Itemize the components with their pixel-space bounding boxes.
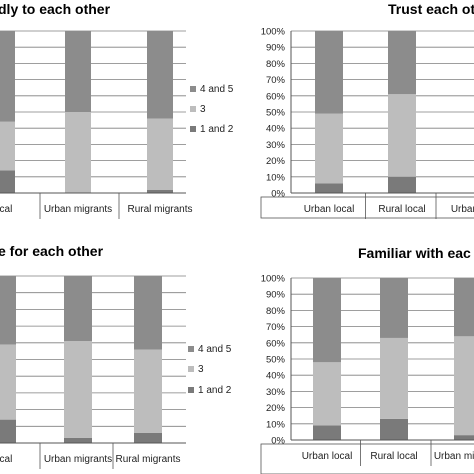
- y-tick-label: 100%: [261, 27, 286, 38]
- legend-label: 3: [198, 364, 204, 375]
- category-label: Urban migrants: [434, 451, 474, 462]
- chart-title: Familiar with eac: [358, 245, 471, 261]
- y-tick-label: 40%: [266, 371, 286, 382]
- category-label: Urban local: [302, 451, 353, 462]
- bar-segment: [454, 278, 474, 337]
- y-tick-label: 40%: [266, 124, 286, 135]
- bar-segment: [313, 278, 341, 363]
- category-label: Rural local: [370, 451, 417, 462]
- bar-segment: [315, 183, 343, 193]
- category-label: Urban migrants: [44, 454, 112, 465]
- bar-segment: [0, 419, 16, 443]
- bar-segment: [147, 118, 173, 190]
- y-tick-label: 90%: [266, 43, 286, 54]
- bar-segment: [454, 435, 474, 440]
- legend-label: 1 and 2: [198, 385, 232, 396]
- bar-segment: [380, 278, 408, 338]
- category-label: Rural migrants: [127, 204, 192, 215]
- bar-segment: [0, 121, 15, 171]
- legend-swatch: [190, 126, 196, 132]
- bar-segment: [388, 31, 416, 95]
- y-tick-label: 70%: [266, 322, 286, 333]
- y-tick-label: 50%: [266, 355, 286, 366]
- bar-segment: [380, 337, 408, 419]
- y-tick-label: 60%: [266, 338, 286, 349]
- bar-segment: [0, 344, 16, 420]
- category-label: Urban migrants: [44, 204, 112, 215]
- bar-segment: [134, 432, 162, 443]
- legend-swatch: [190, 106, 196, 112]
- bar-segment: [388, 94, 416, 177]
- y-tick-label: 70%: [266, 75, 286, 86]
- category-label: Urban m: [451, 204, 474, 215]
- chart-title: Trust each ot: [388, 1, 474, 17]
- bar-segment: [454, 336, 474, 436]
- y-tick-label: 0%: [271, 436, 285, 447]
- y-tick-label: 20%: [266, 156, 286, 167]
- bar-segment: [380, 418, 408, 440]
- y-tick-label: 20%: [266, 403, 286, 414]
- y-tick-label: 100%: [261, 274, 286, 285]
- category-label: local: [0, 454, 12, 465]
- bar-segment: [134, 349, 162, 433]
- legend-swatch: [188, 366, 194, 372]
- bar-segment: [147, 31, 173, 119]
- y-tick-label: 80%: [266, 59, 286, 70]
- y-tick-label: 50%: [266, 108, 286, 119]
- bar-segment: [64, 437, 92, 443]
- bar-segment: [134, 276, 162, 350]
- legend-label: 4 and 5: [198, 344, 232, 355]
- bar-segment: [147, 189, 173, 193]
- bar-segment: [0, 170, 15, 193]
- legend-label: 3: [200, 104, 206, 115]
- bar-segment: [0, 31, 15, 122]
- category-label: local: [0, 204, 12, 215]
- category-label: Urban local: [304, 204, 355, 215]
- bar-segment: [64, 276, 92, 342]
- y-tick-label: 30%: [266, 387, 286, 398]
- y-tick-label: 90%: [266, 290, 286, 301]
- bar-segment: [65, 112, 91, 193]
- bar-segment: [315, 31, 343, 114]
- y-tick-label: 30%: [266, 140, 286, 151]
- y-tick-label: 10%: [266, 419, 286, 430]
- legend-swatch: [188, 346, 194, 352]
- chart-title: dly to each other: [0, 1, 111, 17]
- bar-segment: [64, 341, 92, 438]
- y-tick-label: 10%: [266, 172, 286, 183]
- bar-segment: [388, 176, 416, 193]
- legend-swatch: [188, 387, 194, 393]
- category-frame: [260, 443, 474, 474]
- legend-label: 4 and 5: [200, 84, 234, 95]
- chart-title: e for each other: [0, 243, 104, 259]
- y-tick-label: 60%: [266, 91, 286, 102]
- bar-segment: [313, 425, 341, 440]
- category-label: Rural local: [378, 204, 425, 215]
- bar-segment: [313, 362, 341, 426]
- bar-segment: [0, 276, 16, 345]
- category-label: Rural migrants: [115, 454, 180, 465]
- category-frame: [260, 196, 474, 219]
- y-tick-label: 80%: [266, 306, 286, 317]
- y-tick-label: 0%: [271, 189, 285, 200]
- bar-segment: [315, 113, 343, 184]
- legend-swatch: [190, 86, 196, 92]
- legend-label: 1 and 2: [200, 124, 234, 135]
- bar-segment: [65, 31, 91, 112]
